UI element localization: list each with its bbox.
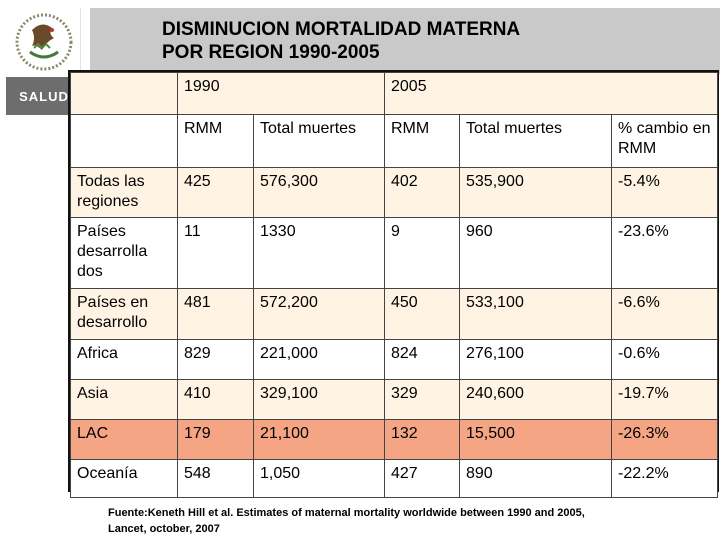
value-cell: 824 — [384, 339, 460, 380]
value-cell: 890 — [459, 459, 612, 498]
header-band — [90, 8, 720, 74]
value-cell: 427 — [384, 459, 460, 498]
value-cell: 15,500 — [459, 419, 612, 460]
value-cell: -22.2% — [611, 459, 718, 498]
column-header: % cambio en RMM — [611, 114, 718, 168]
logo-box — [8, 8, 81, 76]
table-row: Países desarrolla dos 11 1330 9 960 -23.… — [70, 217, 718, 289]
value-cell: -0.6% — [611, 339, 718, 380]
column-header: RMM — [384, 114, 460, 168]
value-cell: -5.4% — [611, 167, 718, 218]
footnote-line-2: Lancet, october, 2007 — [108, 523, 220, 535]
column-header-row: RMM Total muertes RMM Total muertes % ca… — [70, 114, 718, 168]
value-cell: 240,600 — [459, 379, 612, 420]
column-header: Total muertes — [459, 114, 612, 168]
value-cell: 450 — [384, 288, 460, 340]
value-cell: 572,200 — [253, 288, 385, 340]
region-cell: LAC — [70, 419, 178, 460]
value-cell: -23.6% — [611, 217, 718, 289]
value-cell: 276,100 — [459, 339, 612, 380]
value-cell: 329,100 — [253, 379, 385, 420]
table-row-highlighted: LAC 179 21,100 132 15,500 -26.3% — [70, 419, 718, 460]
value-cell: -19.7% — [611, 379, 718, 420]
table-row: Todas las regiones 425 576,300 402 535,9… — [70, 167, 718, 218]
region-cell: Oceanía — [70, 459, 178, 498]
value-cell: 960 — [459, 217, 612, 289]
table-row: Africa 829 221,000 824 276,100 -0.6% — [70, 339, 718, 380]
region-cell: Países desarrolla dos — [70, 217, 178, 289]
region-cell: Todas las regiones — [70, 167, 178, 218]
source-footnote: Fuente:Keneth Hill et al. Estimates of m… — [108, 505, 585, 537]
column-header: RMM — [177, 114, 254, 168]
region-cell: Países en desarrollo — [70, 288, 178, 340]
value-cell: 481 — [177, 288, 254, 340]
value-cell: 329 — [384, 379, 460, 420]
region-cell: Africa — [70, 339, 178, 380]
year-2005: 2005 — [384, 72, 718, 115]
value-cell: 1330 — [253, 217, 385, 289]
value-cell: 576,300 — [253, 167, 385, 218]
value-cell: 829 — [177, 339, 254, 380]
value-cell: 132 — [384, 419, 460, 460]
value-cell: 221,000 — [253, 339, 385, 380]
coat-of-arms-icon — [15, 13, 73, 71]
region-header — [70, 114, 178, 168]
table-row: Asia 410 329,100 329 240,600 -19.7% — [70, 379, 718, 420]
region-cell: Asia — [70, 379, 178, 420]
mortality-table: 1990 2005 RMM Total muertes RMM Total mu… — [68, 70, 719, 498]
value-cell: 533,100 — [459, 288, 612, 340]
value-cell: 402 — [384, 167, 460, 218]
title-line-2: POR REGION 1990-2005 — [162, 42, 380, 63]
value-cell: 21,100 — [253, 419, 385, 460]
value-cell: 548 — [177, 459, 254, 498]
value-cell: -26.3% — [611, 419, 718, 460]
corner-cell — [70, 72, 178, 115]
footnote-line-1: Fuente:Keneth Hill et al. Estimates of m… — [108, 507, 585, 519]
value-cell: -6.6% — [611, 288, 718, 340]
value-cell: 425 — [177, 167, 254, 218]
value-cell: 179 — [177, 419, 254, 460]
column-header: Total muertes — [253, 114, 385, 168]
table-row: Países en desarrollo 481 572,200 450 533… — [70, 288, 718, 340]
page-title: DISMINUCION MORTALIDAD MATERNA POR REGIO… — [162, 18, 520, 64]
value-cell: 11 — [177, 217, 254, 289]
table-row: Oceanía 548 1,050 427 890 -22.2% — [70, 459, 718, 498]
year-header-row: 1990 2005 — [70, 72, 718, 115]
value-cell: 1,050 — [253, 459, 385, 498]
title-line-1: DISMINUCION MORTALIDAD MATERNA — [162, 19, 521, 40]
value-cell: 410 — [177, 379, 254, 420]
value-cell: 535,900 — [459, 167, 612, 218]
year-1990: 1990 — [177, 72, 385, 115]
value-cell: 9 — [384, 217, 460, 289]
